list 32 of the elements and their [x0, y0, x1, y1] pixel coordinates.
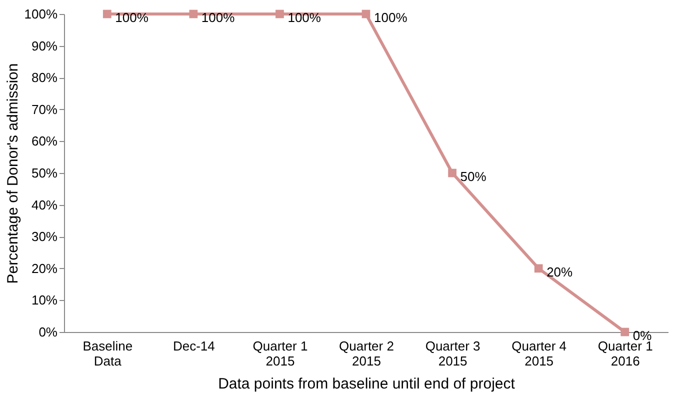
x-tick-label: Quarter 2 2015: [339, 338, 394, 368]
y-axis-title: Percentage of Donor's admission: [4, 63, 22, 284]
data-label: 100%: [115, 10, 149, 25]
y-tick-label: 80%: [31, 70, 58, 86]
point: [189, 10, 198, 18]
point: [448, 168, 456, 178]
point: [102, 10, 112, 18]
y-tick-label: 20%: [31, 260, 58, 276]
point: [620, 328, 630, 336]
point: [362, 10, 370, 18]
y-tick-label: 70%: [31, 102, 58, 117]
x-tick-label: Quarter 4 2015: [512, 338, 567, 368]
point: [534, 264, 543, 273]
x-tick-label: Baseline Data: [82, 338, 133, 368]
data-label: 100%: [201, 10, 236, 25]
y-tick-label: 30%: [31, 229, 58, 244]
point: [276, 10, 284, 18]
y-tick-label: 100%: [24, 6, 58, 22]
data-label: 100%: [288, 10, 322, 25]
x-tick-label: Quarter 1 2015: [252, 338, 308, 368]
y-tick-label: 40%: [31, 197, 58, 212]
x-tick-label: Dec-14: [172, 338, 215, 354]
x-axis-title: Data points from baseline until end of project: [218, 376, 516, 392]
y-tick-label: 60%: [31, 134, 58, 149]
y-tick-label: 90%: [31, 38, 58, 54]
y-tick-label: 50%: [31, 166, 58, 180]
data-label: 100%: [374, 10, 408, 25]
y-tick-label: 0%: [38, 324, 58, 340]
data-label: 20%: [546, 264, 574, 280]
data-label: 50%: [460, 169, 487, 184]
y-tick-label: 10%: [31, 292, 58, 308]
x-tick-label: Quarter 3 2015: [425, 338, 480, 368]
